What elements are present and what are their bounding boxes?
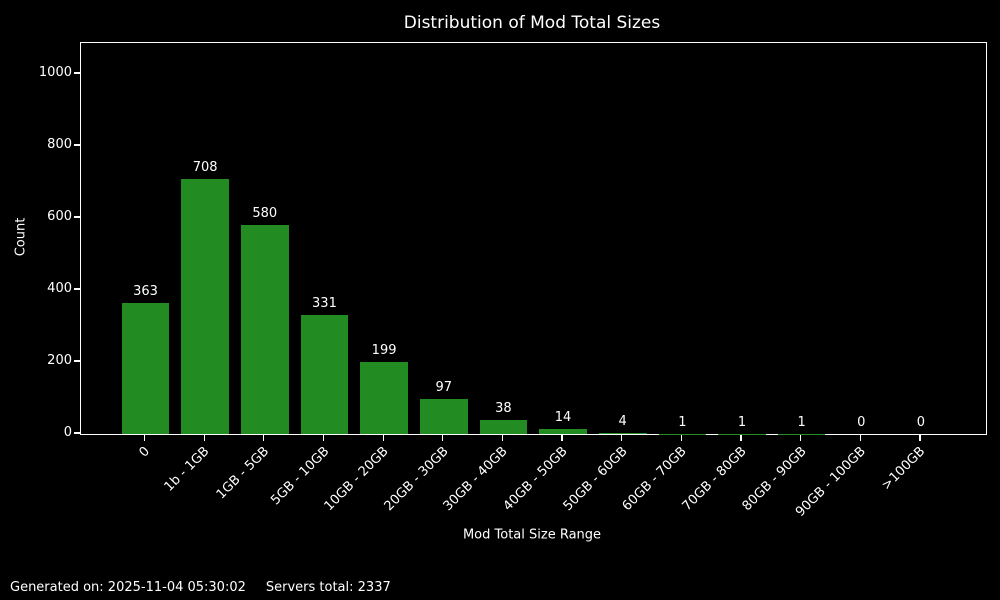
bar-value-label: 38 (495, 401, 512, 417)
x-tick-mark (740, 434, 742, 441)
bar-6 (479, 420, 528, 434)
y-tick-mark (74, 360, 80, 362)
x-tick-mark (382, 434, 384, 441)
bar-4 (360, 362, 408, 434)
plot-area: 363 708 580 331 199 97 38 14 4 1 1 1 0 0 (80, 42, 987, 435)
bar-value-label: 14 (554, 409, 572, 425)
y-tick-mark (74, 288, 80, 290)
bar-value-label: 1 (678, 414, 687, 430)
y-tick-label: 400 (47, 280, 72, 296)
bar-1 (181, 179, 229, 434)
bar-value-label: 0 (857, 415, 866, 430)
bar-value-label: 363 (133, 284, 158, 300)
x-tick-mark (621, 434, 623, 441)
bar-3 (300, 314, 349, 434)
y-tick-label: 0 (63, 425, 72, 440)
x-tick-mark (263, 434, 265, 441)
bar-value-label: 331 (312, 295, 337, 311)
y-tick-label: 600 (47, 208, 72, 224)
bar-0 (121, 303, 170, 434)
x-tick-label: 5GB - 10GB (267, 444, 333, 509)
y-tick-mark (74, 72, 80, 74)
servers-total: Servers total: 2337 (265, 580, 391, 595)
x-tick-mark (859, 434, 861, 441)
x-tick-mark (203, 434, 205, 441)
footer: Generated on: 2025-11-04 05:30:02 Servers… (10, 580, 391, 595)
y-tick-label: 800 (47, 136, 72, 152)
x-tick-label: >100GB (879, 444, 929, 494)
y-tick-mark (74, 144, 80, 146)
bar-value-label: 4 (618, 413, 627, 429)
bar-8 (598, 432, 647, 434)
bar-value-label: 1 (797, 414, 806, 430)
y-tick-label: 200 (47, 352, 72, 368)
bar-value-label: 708 (192, 160, 218, 176)
x-tick-label: 1GB - 5GB (214, 444, 273, 503)
bar-5 (419, 399, 468, 434)
x-axis-label: Mod Total Size Range (462, 527, 602, 543)
bar-value-label: 580 (252, 206, 278, 222)
bar-2 (240, 225, 289, 434)
x-tick-label: 0 (136, 444, 154, 461)
bar-value-label: 199 (371, 343, 397, 359)
x-tick-mark (501, 434, 503, 441)
generated-timestamp: Generated on: 2025-11-04 05:30:02 (10, 580, 246, 595)
bar-value-label: 0 (916, 415, 926, 430)
x-tick-mark (680, 434, 682, 441)
x-tick-mark (561, 434, 563, 441)
x-tick-mark (322, 434, 325, 441)
x-tick-mark (919, 434, 921, 441)
chart-title: Distribution of Mod Total Sizes (403, 13, 661, 33)
bar-value-label: 1 (737, 414, 747, 430)
y-tick-label: 1000 (38, 64, 72, 80)
x-tick-mark (442, 434, 444, 441)
x-tick-mark (800, 434, 802, 441)
bar-value-label: 97 (435, 380, 453, 396)
x-tick-mark (143, 434, 146, 441)
y-tick-mark (74, 216, 80, 218)
y-tick-mark (74, 432, 80, 434)
bar-7 (539, 428, 587, 434)
x-tick-label: 1b - 1GB (162, 444, 213, 495)
